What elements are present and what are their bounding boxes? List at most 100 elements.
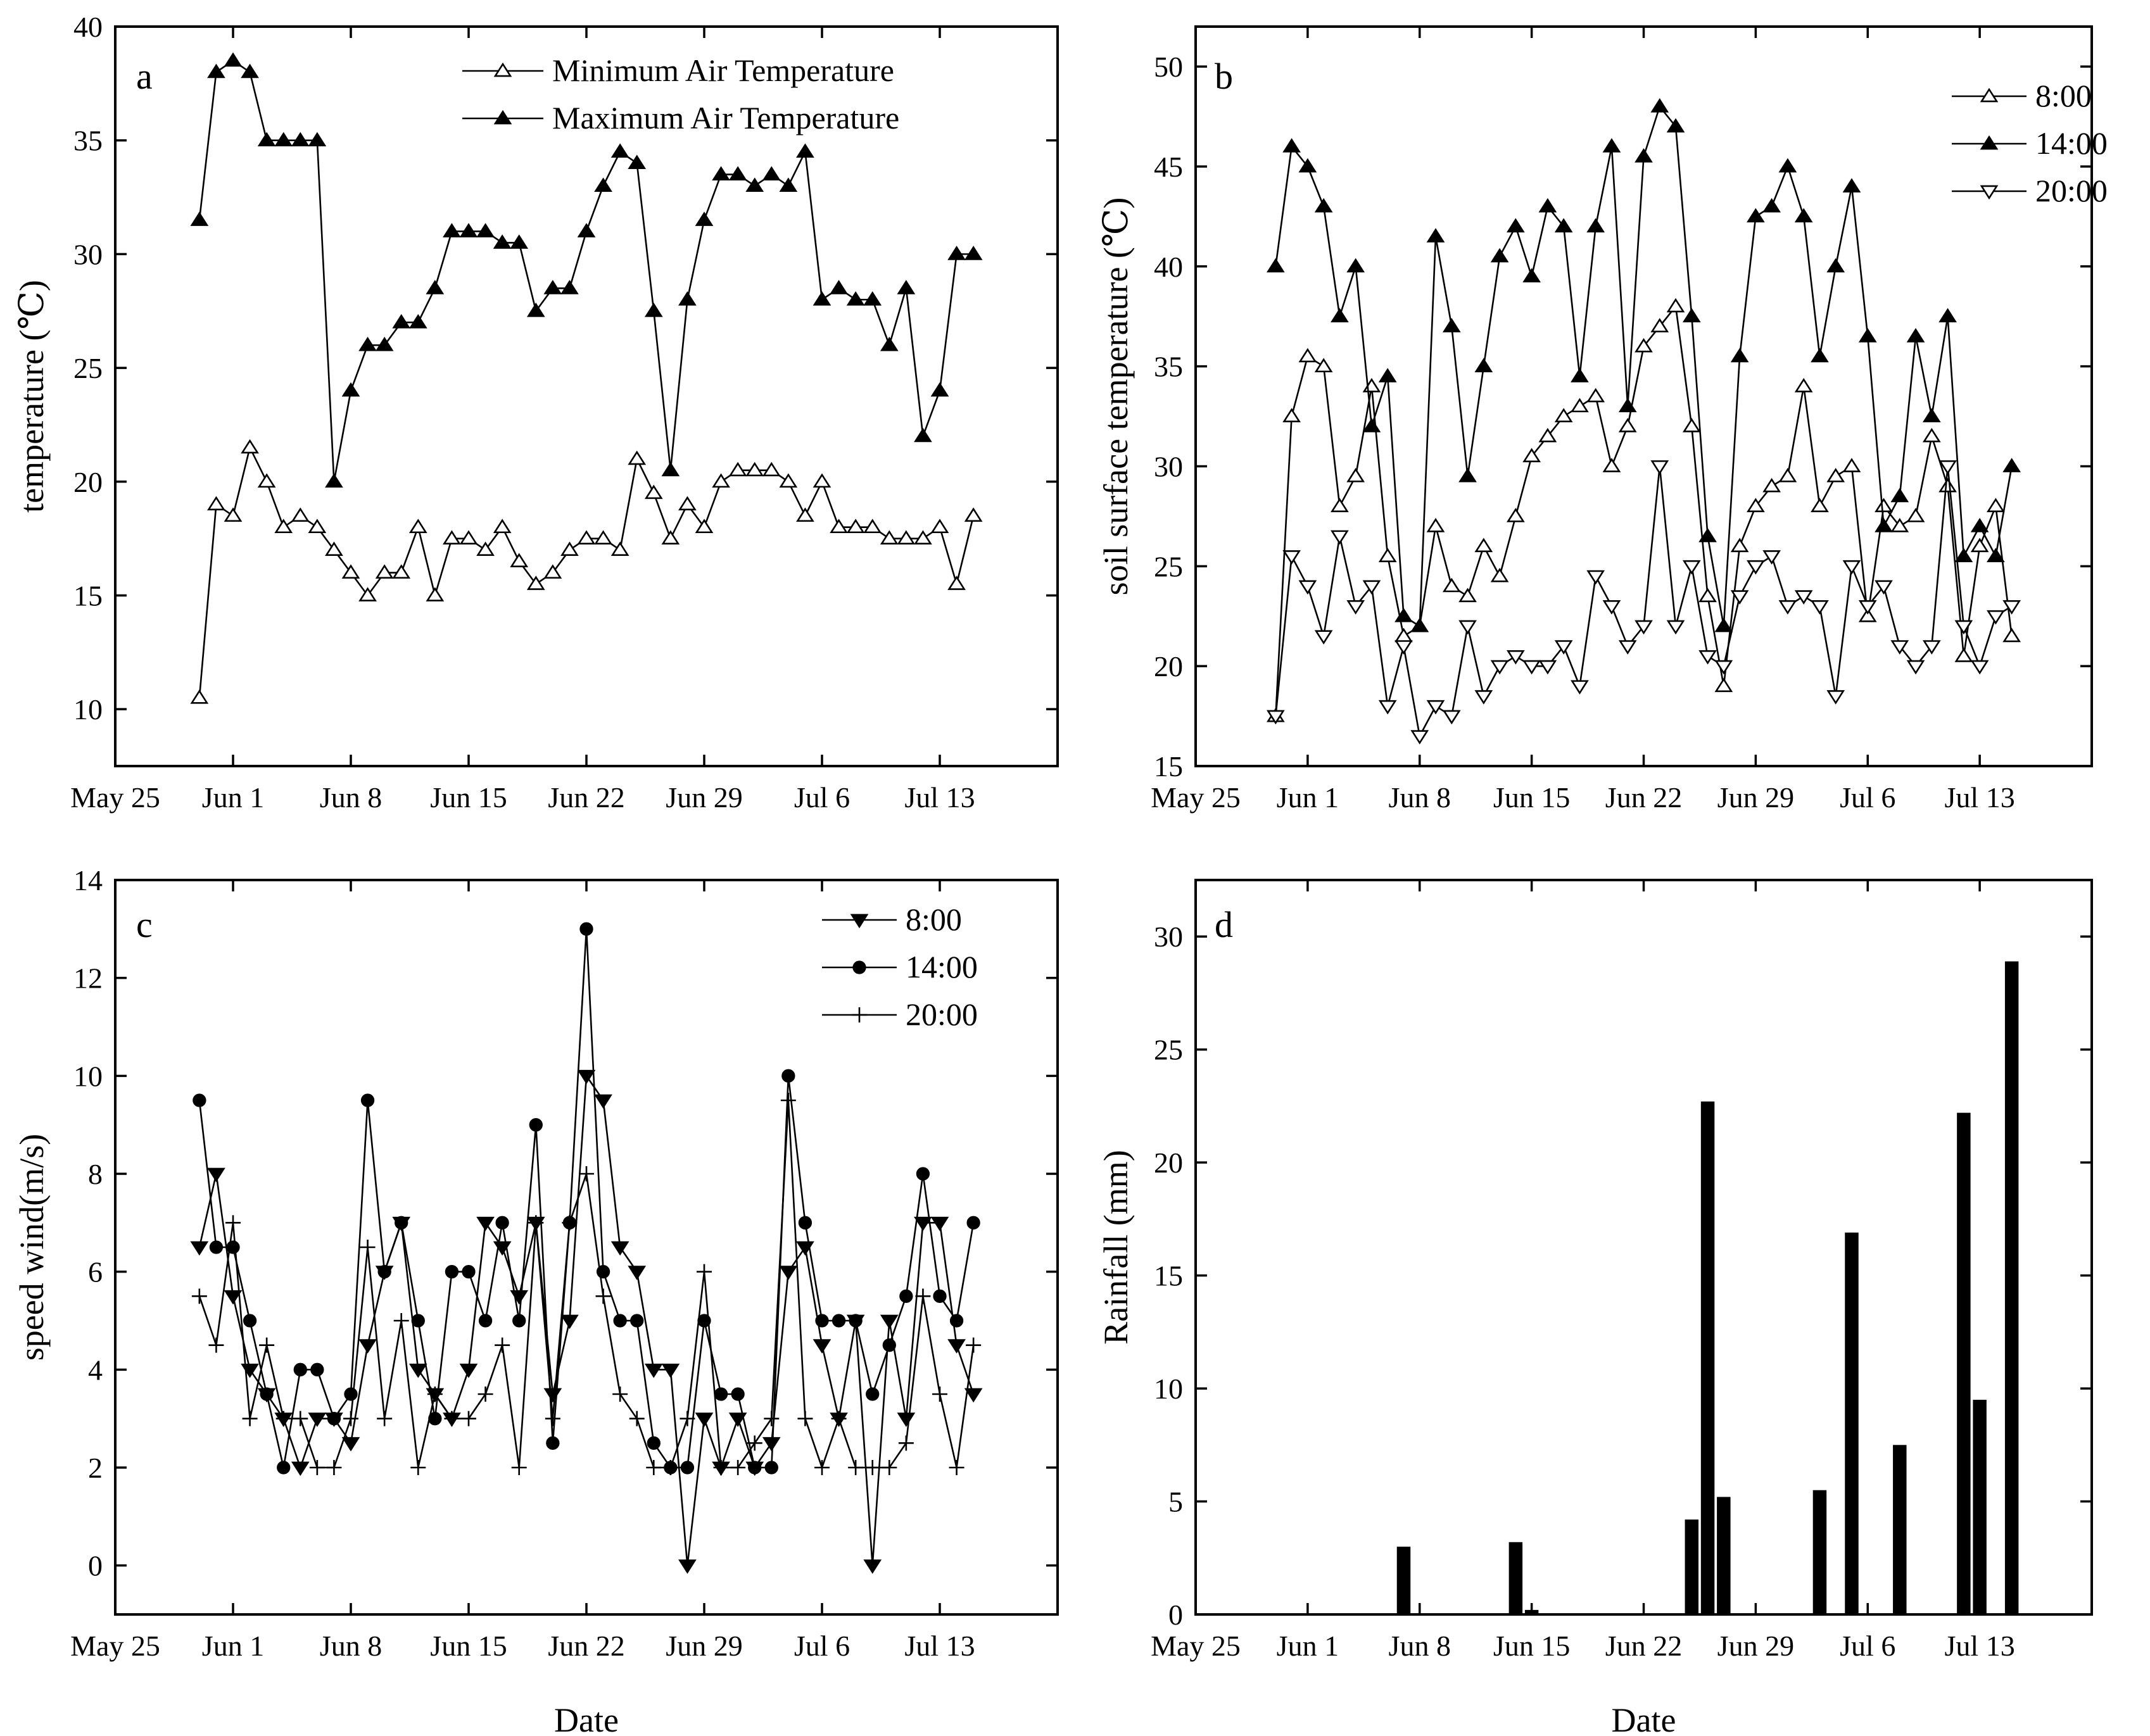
data-point <box>461 1411 476 1426</box>
x-axis-title: Date <box>554 1701 619 1736</box>
data-point <box>915 1288 931 1304</box>
data-point <box>930 382 949 397</box>
data-point <box>731 1387 745 1401</box>
data-point <box>274 132 293 147</box>
data-point <box>1650 318 1669 332</box>
data-point <box>933 1289 947 1303</box>
data-point <box>1362 418 1381 432</box>
data-point <box>595 1288 611 1304</box>
data-point <box>1666 118 1685 133</box>
data-point <box>796 143 814 158</box>
data-point <box>1698 650 1717 665</box>
panel-letter: d <box>1215 904 1233 945</box>
data-point <box>275 1411 291 1426</box>
y-tick-label: 35 <box>1154 351 1183 383</box>
data-point <box>1474 690 1493 705</box>
data-point <box>476 1216 495 1231</box>
data-point <box>358 587 377 601</box>
data-point <box>1586 387 1605 403</box>
data-point <box>610 541 629 556</box>
data-point <box>1331 498 1349 513</box>
data-point <box>880 1314 899 1330</box>
data-point <box>846 519 865 534</box>
data-point <box>712 473 730 488</box>
data-point <box>1794 377 1813 393</box>
data-point <box>443 223 461 237</box>
data-point <box>257 132 276 147</box>
data-point <box>1875 580 1893 595</box>
data-point <box>610 143 629 158</box>
data-point <box>1571 680 1589 695</box>
data-point <box>560 541 579 556</box>
data-point <box>377 1265 391 1279</box>
series-20-00 <box>191 1093 982 1475</box>
data-point <box>395 1216 408 1230</box>
data-point <box>341 564 360 579</box>
data-point <box>644 1363 663 1378</box>
x-tick-label: Jun 22 <box>1605 1630 1682 1662</box>
data-point <box>478 1314 493 1328</box>
x-tick-label: Jun 8 <box>320 781 382 814</box>
y-tick-label: 12 <box>73 962 103 995</box>
data-point <box>291 507 310 522</box>
data-point <box>242 1411 258 1426</box>
data-point <box>1346 468 1365 482</box>
data-point <box>1378 700 1397 715</box>
data-point <box>341 1437 360 1452</box>
y-tick-label: 2 <box>88 1452 103 1484</box>
legend-entry: 8:00 <box>1952 78 2092 113</box>
data-point <box>325 541 343 556</box>
y-tick-label: 40 <box>73 11 103 43</box>
data-point <box>914 530 932 545</box>
data-point <box>579 1166 594 1181</box>
series-minimum-air-temperature <box>190 439 983 704</box>
y-tick-label: 25 <box>73 352 103 384</box>
data-point <box>1858 600 1877 615</box>
data-point <box>1980 135 1999 150</box>
data-point <box>1586 218 1605 233</box>
legend-label: 20:00 <box>906 997 978 1032</box>
data-point <box>1890 517 1909 532</box>
data-point <box>526 303 545 317</box>
data-point <box>1266 258 1285 273</box>
data-point <box>1811 600 1829 615</box>
data-point <box>1426 517 1445 532</box>
data-point <box>644 484 663 500</box>
data-point <box>259 1337 275 1353</box>
data-point <box>1314 358 1333 373</box>
data-point <box>629 1411 645 1426</box>
data-point <box>850 914 869 929</box>
data-point <box>241 439 259 454</box>
data-point <box>1747 498 1765 513</box>
y-tick-label: 0 <box>88 1550 103 1582</box>
y-tick-label: 30 <box>73 238 103 270</box>
data-point <box>644 303 663 317</box>
data-point <box>207 496 225 511</box>
x-tick-label: Jun 1 <box>1277 1630 1339 1662</box>
x-tick-label: Jun 1 <box>202 781 264 814</box>
data-point <box>459 1363 478 1378</box>
data-point <box>1698 588 1717 603</box>
data-point <box>1474 358 1493 373</box>
data-point <box>1394 608 1413 622</box>
data-point <box>1730 590 1749 605</box>
x-tick-label: Jul 6 <box>794 781 850 814</box>
data-point <box>426 280 445 294</box>
data-point <box>308 519 327 534</box>
x-tick-label: Jul 13 <box>904 1630 975 1662</box>
data-point <box>1987 610 2005 625</box>
rain-bar <box>1524 1609 1539 1614</box>
data-point <box>1890 640 1909 655</box>
x-tick-label: Jun 15 <box>1493 781 1570 814</box>
y-tick-label: 10 <box>1154 1373 1183 1405</box>
data-point <box>358 336 377 351</box>
data-point <box>577 223 596 237</box>
data-point <box>1762 477 1781 493</box>
x-tick-label: Jun 29 <box>1717 781 1794 814</box>
legend-label: 8:00 <box>2035 78 2092 113</box>
data-point <box>1922 640 1941 655</box>
data-point <box>1698 527 1717 543</box>
data-point <box>628 154 647 170</box>
data-point <box>1906 328 1925 343</box>
data-point <box>646 1460 662 1475</box>
